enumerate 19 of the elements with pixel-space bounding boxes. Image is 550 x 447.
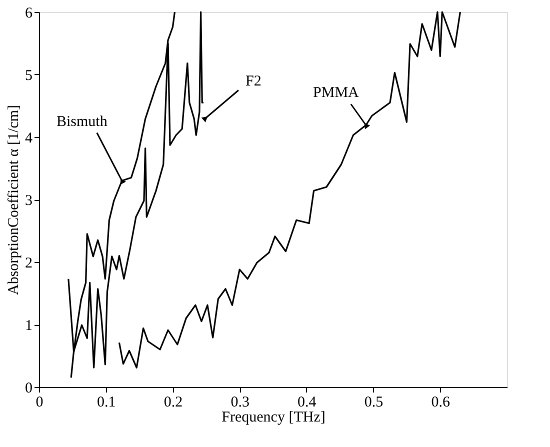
x-tick-label: 0: [36, 394, 44, 410]
annotation: PMMA: [313, 85, 360, 102]
x-tick-label: 0.5: [364, 394, 384, 410]
y-tick-label: 4: [25, 130, 33, 146]
annotation: F2: [246, 73, 262, 90]
x-tick-label: 0.6: [431, 394, 451, 410]
annotation: Bismuth: [56, 114, 108, 130]
x-tick-label: 0.3: [230, 394, 250, 410]
y-tick-label: 1: [25, 318, 32, 334]
y-tick-label: 0: [25, 380, 32, 396]
y-tick-label: 6: [25, 6, 33, 22]
y-tick-label: 2: [25, 256, 32, 272]
x-tick-label: 0.4: [298, 394, 317, 410]
y-tick-label: 5: [25, 68, 32, 84]
x-tick-label: 0.1: [96, 394, 116, 410]
y-axis-title: AbsorptionCoefficient α [1/cm]: [6, 104, 22, 296]
x-tick-label: 0.2: [164, 394, 183, 410]
y-tick-label: 3: [25, 193, 32, 209]
x-axis-title: Frequency [THz]: [222, 410, 326, 426]
